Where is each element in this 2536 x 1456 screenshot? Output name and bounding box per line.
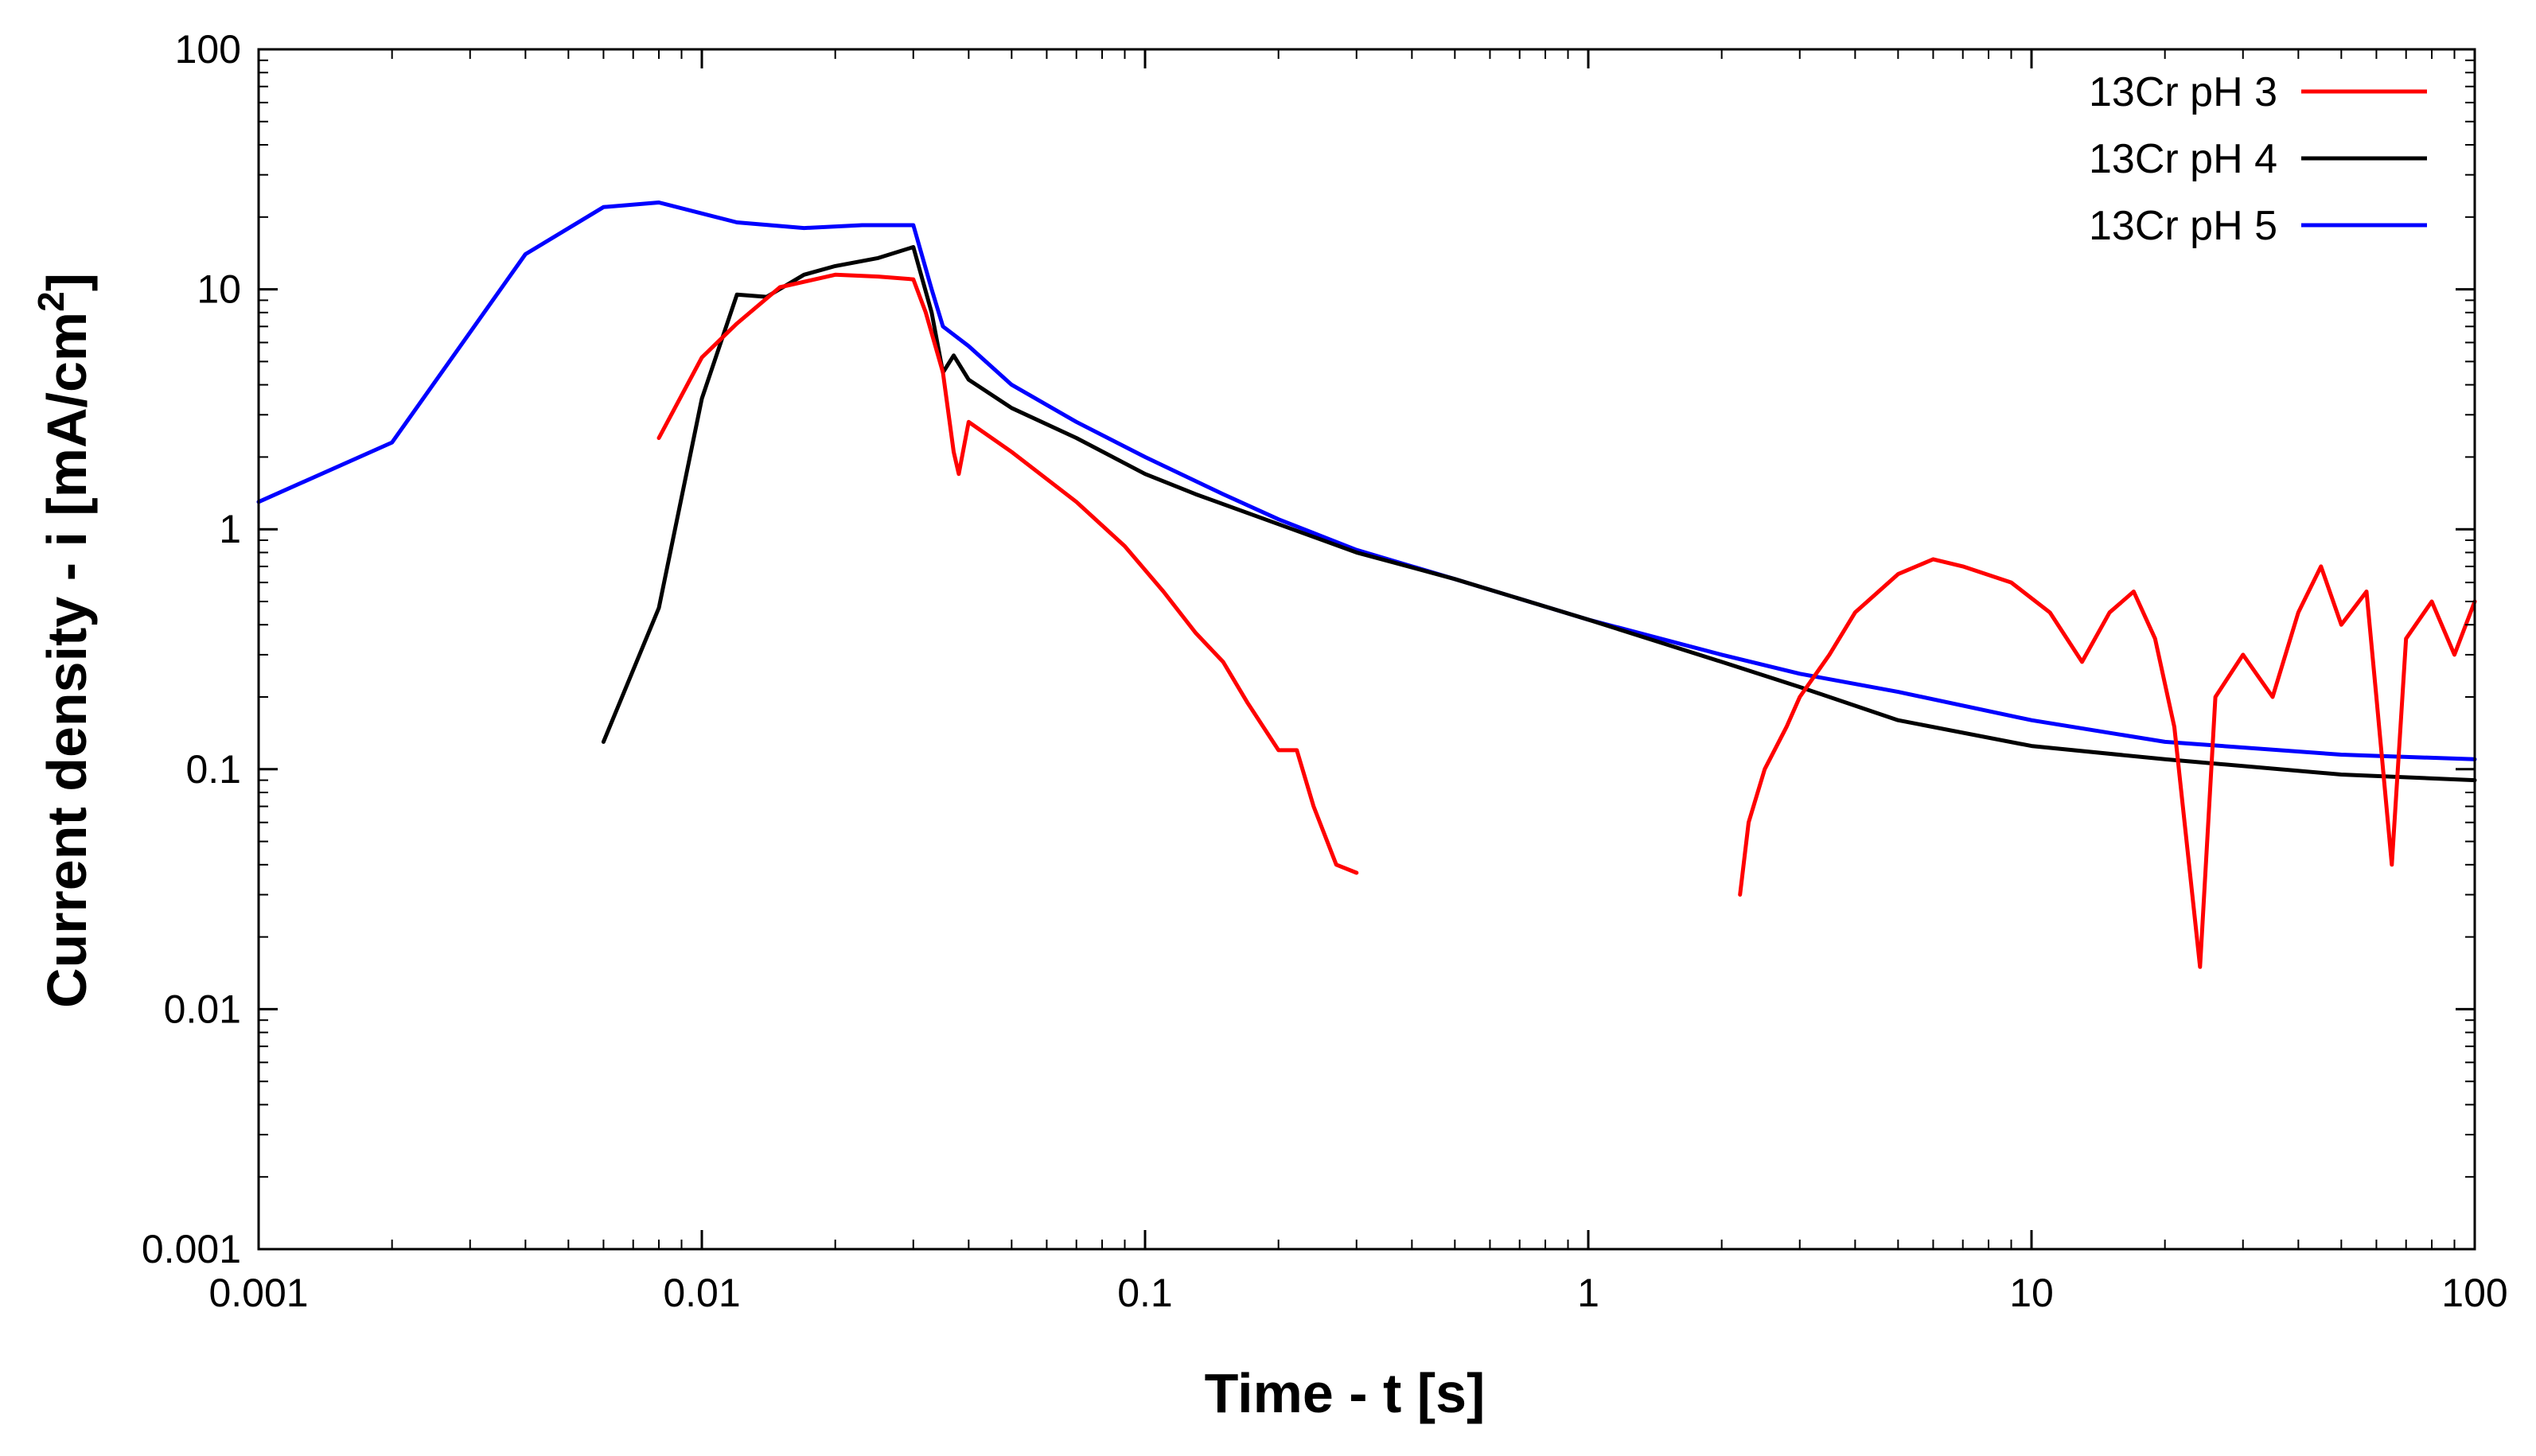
x-tick-label: 0.1 [1117,1271,1173,1315]
x-axis: 0.001 0.01 0.1 1 10 100 [208,49,2508,1315]
y-tick-label: 0.001 [142,1227,241,1271]
series-line-13cr-ph-5 [256,200,2477,761]
series-line-13cr-ph-3-segment-2 [1738,557,2477,969]
x-tick-label: 0.01 [663,1271,740,1315]
y-axis-title-main: Current density - i [mA/cm [36,312,98,1008]
y-tick-label: 1 [219,507,241,551]
plot-frame [257,48,2476,1251]
legend: 13Cr pH 3 13Cr pH 4 13Cr pH 5 [2089,69,2427,249]
x-tick-label: 100 [2441,1271,2507,1315]
x-tick-label: 10 [2009,1271,2054,1315]
y-axis-title: Current density - i [mA/cm2] [30,273,98,1008]
plot-content [256,200,2477,969]
x-axis-title: Time - t [s] [1205,1362,1486,1424]
y-axis: 0.001 0.01 0.1 1 10 100 [142,27,2475,1271]
y-axis-title-close: ] [36,273,98,291]
series-line-13cr-ph-3-segment-1 [656,272,1359,875]
legend-label-13cr-ph-5: 13Cr pH 5 [2089,203,2277,249]
x-tick-label: 0.001 [208,1271,308,1315]
y-tick-label: 10 [197,267,241,312]
x-tick-label: 1 [1577,1271,1599,1315]
y-axis-title-superscript: 2 [30,291,72,312]
y-tick-label: 0.1 [185,747,241,792]
y-tick-label: 100 [175,27,241,72]
legend-label-13cr-ph-4: 13Cr pH 4 [2089,136,2277,182]
legend-label-13cr-ph-3: 13Cr pH 3 [2089,69,2277,115]
y-tick-label: 0.01 [164,987,241,1031]
